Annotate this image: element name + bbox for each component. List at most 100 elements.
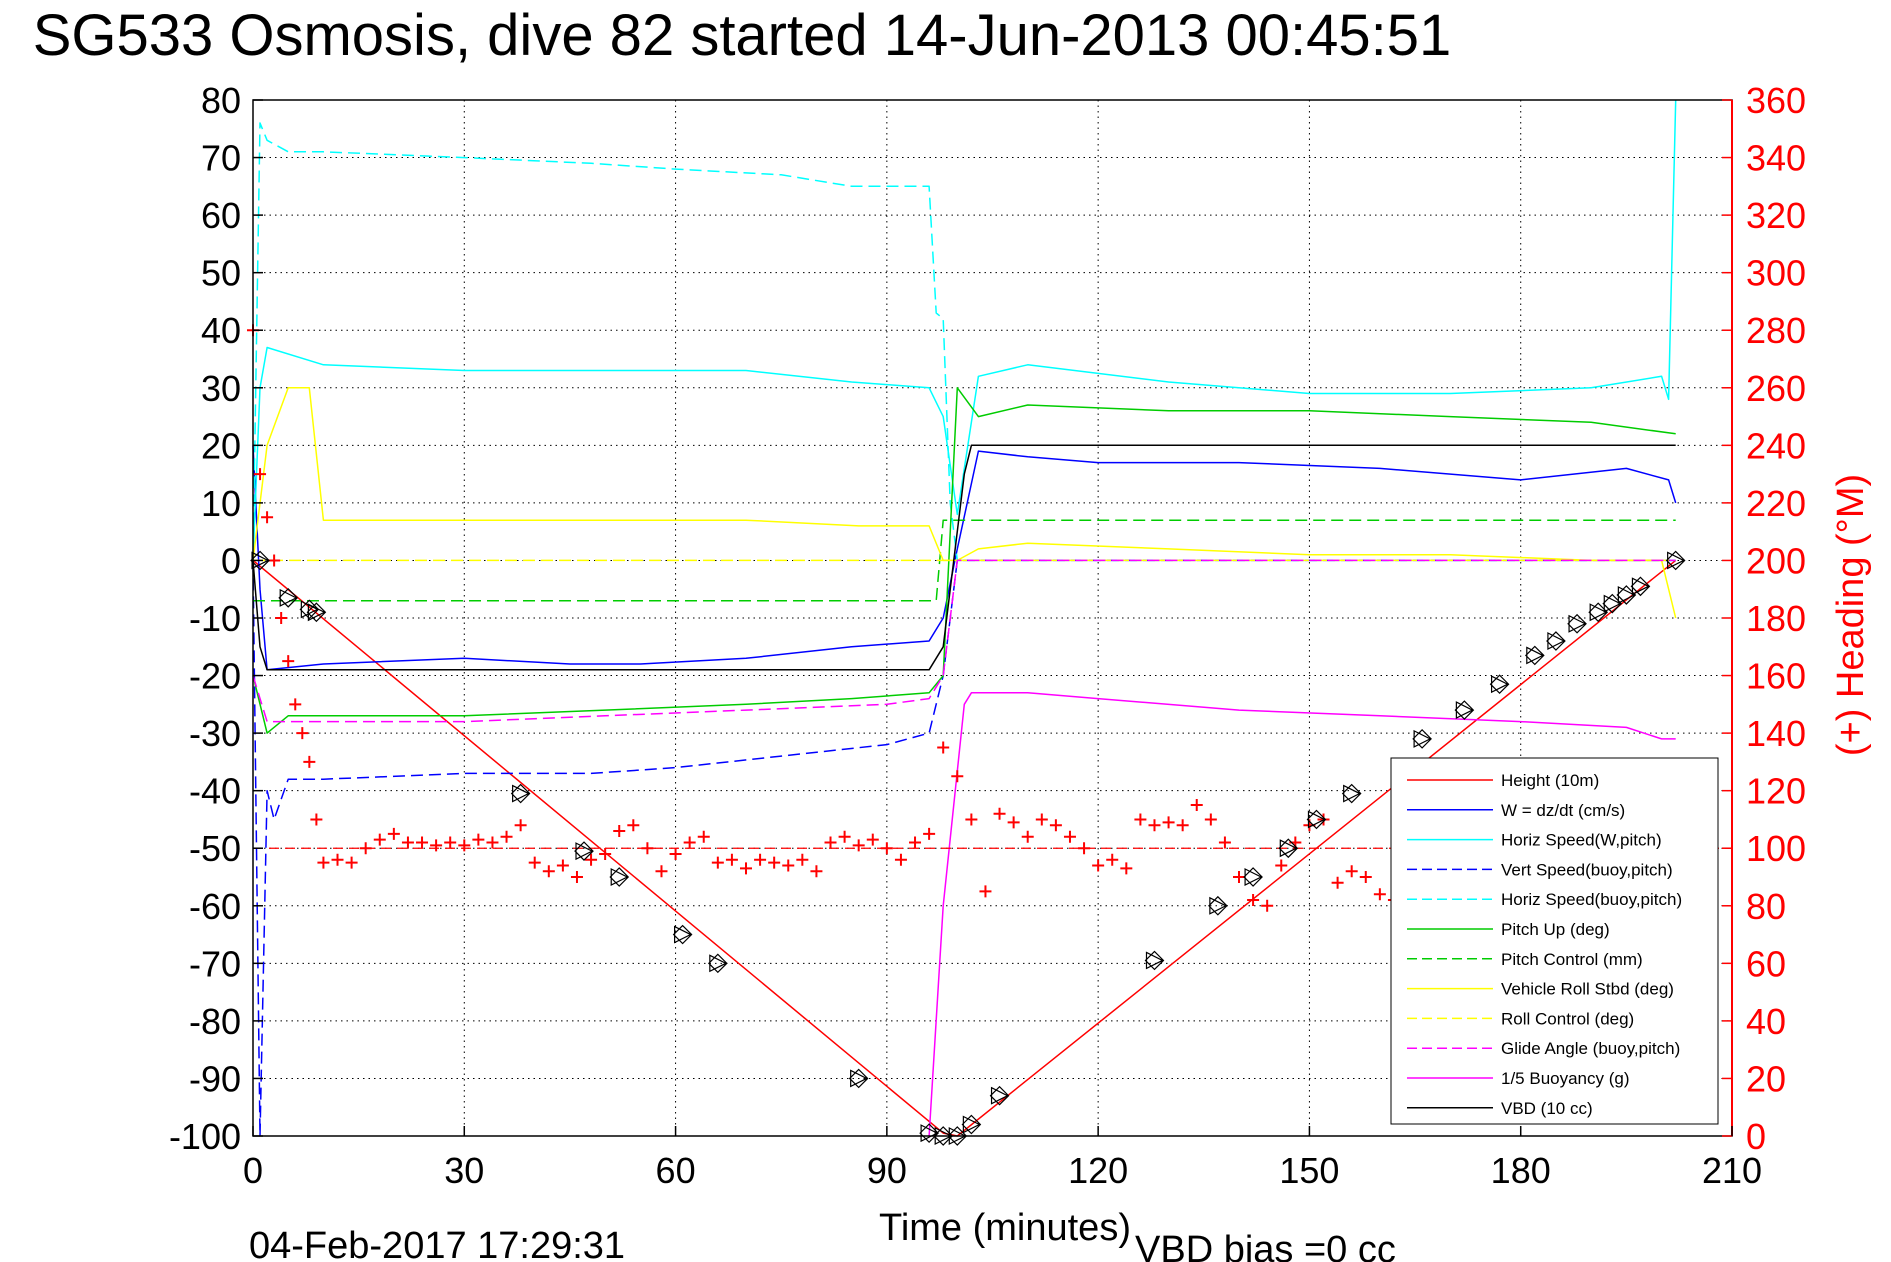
height-marker — [1588, 602, 1609, 623]
heading-point — [261, 511, 274, 524]
right-tick-label: 180 — [1746, 598, 1806, 639]
right-axis-label: (+) Heading (°M) — [1830, 474, 1872, 756]
legend-label-1: W = dz/dt (cm/s) — [1501, 801, 1625, 820]
left-tick-label: 30 — [201, 368, 241, 409]
heading-point — [740, 862, 752, 875]
heading-point — [599, 847, 612, 860]
heading-point — [430, 839, 443, 852]
right-tick-label: 160 — [1746, 656, 1806, 697]
heading-point — [514, 819, 527, 832]
x-tick-label: 0 — [243, 1150, 263, 1191]
left-tick-label: 10 — [201, 483, 241, 524]
height-marker — [1208, 895, 1228, 916]
heading-point — [754, 853, 767, 866]
x-tick-label: 30 — [444, 1150, 484, 1191]
heading-point — [880, 842, 893, 855]
height-marker — [1665, 550, 1686, 571]
heading-point — [894, 853, 907, 866]
right-tick-label: 0 — [1746, 1116, 1766, 1157]
left-tick-label: 20 — [201, 425, 241, 466]
right-tick-label: 40 — [1746, 1001, 1786, 1042]
left-tick-label: 40 — [201, 310, 241, 351]
x-tick-label: 150 — [1279, 1150, 1339, 1191]
height-marker — [919, 1123, 939, 1143]
series-line-5 — [252, 387, 1676, 734]
heading-point — [1190, 799, 1203, 812]
height-marker — [672, 924, 693, 945]
heading-point — [500, 830, 513, 843]
vbd-bias-note: VBD bias =0 cc — [1135, 1229, 1396, 1262]
heading-point — [810, 865, 823, 878]
left-tick-label: 70 — [201, 138, 241, 179]
series-line-9 — [252, 559, 1676, 723]
x-axis-label: Time (minutes) — [879, 1207, 1131, 1249]
heading-point — [1176, 819, 1189, 832]
series-line-10 — [928, 692, 1676, 1137]
heading-point — [641, 842, 654, 855]
heading-point — [303, 755, 316, 768]
legend-box — [1390, 757, 1719, 1125]
heading-point — [373, 833, 386, 846]
left-tick-label: -30 — [189, 713, 241, 754]
heading-point — [556, 859, 569, 872]
series-line-1 — [252, 445, 1677, 671]
heading-point — [444, 836, 457, 849]
right-tick-label: 300 — [1746, 253, 1806, 294]
left-tick-label: -20 — [189, 656, 241, 697]
heading-point — [1078, 842, 1091, 855]
height-marker — [250, 550, 270, 571]
right-tick-label: 100 — [1746, 828, 1806, 869]
heading-point — [852, 839, 865, 852]
heading-point — [979, 885, 992, 898]
height-marker — [609, 867, 630, 887]
heading-point — [683, 836, 696, 849]
series-line-2 — [252, 99, 1677, 561]
left-tick-label: -50 — [189, 828, 241, 869]
right-tick-label: 120 — [1746, 771, 1806, 812]
right-tick-label: 360 — [1746, 80, 1806, 121]
heading-point — [1007, 816, 1020, 829]
heading-point — [669, 847, 682, 860]
series-line-4 — [252, 122, 1676, 562]
heading-point — [782, 859, 795, 872]
left-tick-label: -70 — [189, 943, 241, 984]
heading-point — [317, 856, 330, 869]
left-tick-label: -10 — [189, 598, 241, 639]
heading-point — [613, 824, 626, 837]
heading-point — [697, 830, 710, 843]
height-marker — [1616, 585, 1637, 605]
heading-point — [359, 842, 372, 855]
legend-label-10: 1/5 Buoyancy (g) — [1501, 1069, 1630, 1088]
legend-label-7: Vehicle Roll Stbd (deg) — [1501, 980, 1674, 999]
left-tick-label: -90 — [189, 1058, 241, 1099]
height-marker — [1144, 950, 1165, 971]
left-tick-label: 50 — [201, 253, 241, 294]
height-marker — [278, 588, 299, 608]
x-tick-label: 180 — [1491, 1150, 1551, 1191]
heading-point — [1275, 859, 1288, 872]
right-axis-ticks: 3603403203002802602402202001801601401201… — [1722, 80, 1806, 1157]
heading-point — [1331, 876, 1344, 889]
height-marker — [1243, 867, 1263, 887]
chart-title: SG533 Osmosis, dive 82 started 14-Jun-20… — [33, 3, 1452, 68]
height-marker — [574, 841, 594, 861]
right-tick-label: 280 — [1746, 310, 1806, 351]
heading-point — [1035, 813, 1048, 826]
right-tick-label: 320 — [1746, 195, 1806, 236]
legend-label-4: Horiz Speed(buoy,pitch) — [1501, 890, 1682, 909]
height-marker — [1278, 838, 1299, 859]
heading-point — [655, 865, 668, 878]
height-marker — [1546, 631, 1566, 651]
heading-point — [472, 833, 485, 846]
height-marker — [1602, 593, 1623, 614]
heading-point — [824, 836, 837, 849]
heading-point — [282, 655, 295, 668]
heading-point — [416, 836, 429, 849]
heading-point — [542, 865, 555, 878]
height-marker — [306, 602, 327, 623]
legend-label-0: Height (10m) — [1501, 771, 1599, 790]
right-tick-label: 60 — [1746, 943, 1786, 984]
x-tick-label: 90 — [867, 1150, 907, 1191]
heading-point — [570, 871, 583, 883]
height-marker — [510, 783, 531, 804]
